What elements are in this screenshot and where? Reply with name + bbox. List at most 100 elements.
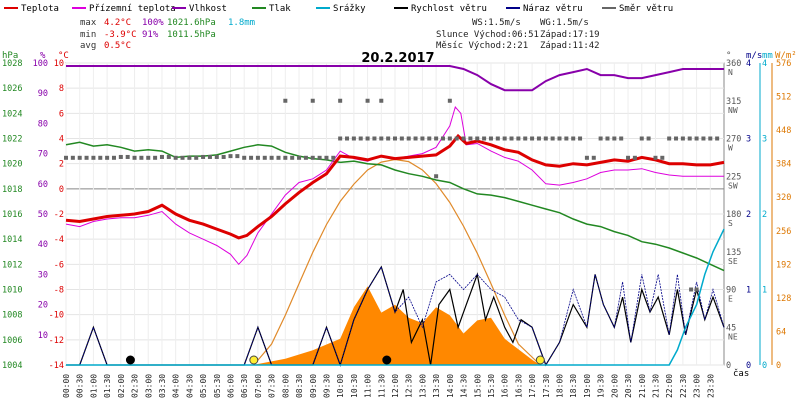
wind-direction-point-b-25 [413,136,418,141]
temp-tick-9: -8 [54,286,64,296]
axes: 1028102610241022102010181016101410121010… [2,59,791,398]
temp-tick-4: 2 [59,160,64,170]
wm2-tick-3: 384 [776,160,791,170]
stats-max-press: 1021.6hPa [167,18,216,28]
wind-direction-point-14 [255,155,260,160]
time-tick-38: 19:00 [583,374,592,398]
mm-tick-3: 1 [762,286,767,296]
wind-direction-point-b-2 [98,155,103,160]
hpa-tick-5: 1018 [2,185,22,195]
wind-direction-point-36 [557,136,562,141]
axis-header-ms: m/s [746,51,762,61]
hpa-tick-8: 1012 [2,260,22,270]
stats-rain: 1.8mm [228,18,255,28]
wind-direction-extra-1 [310,98,315,103]
legend-label-1: Přízemní teplota [89,4,176,14]
time-tick-14: 07:00 [254,374,263,398]
temp-tick-10: -10 [49,311,64,321]
wm2-tick-1: 512 [776,93,791,103]
stats-min-hum: 91% [142,30,159,40]
wind-direction-point-b-39 [605,136,610,141]
hpa-tick-4: 1020 [2,160,22,170]
time-tick-31: 15:30 [487,374,496,398]
wind-direction-point-40 [612,136,617,141]
time-tick-34: 17:00 [528,374,537,398]
stats-max-label: max [80,18,97,28]
legend-label-4: Srážky [333,4,366,14]
temp-tick-7: -4 [54,235,64,245]
wind-direction-point-b-37 [578,136,583,141]
dir-tick-1: 315 [726,97,741,107]
wind-direction-point-b-38 [591,155,596,160]
time-tick-29: 14:30 [460,374,469,398]
temp-tick-3: 4 [59,135,64,145]
pct-tick-9: 10 [38,331,48,341]
axis-header-degc: °C [58,51,69,61]
pct-tick-5: 50 [38,210,48,220]
chart-title: 20.2.2017 [361,51,434,66]
temp-tick-0: 10 [54,59,64,69]
wind-direction-point-4 [118,154,123,159]
dir-tick-sub-4: S [728,219,733,228]
time-tick-46: 23:00 [693,374,702,398]
temp-tick-12: -14 [49,361,64,371]
hpa-tick-7: 1014 [2,235,22,245]
time-tick-45: 22:30 [679,374,688,398]
wind-direction-point-b-15 [276,155,281,160]
wind-direction-point-b-12 [235,154,240,159]
wind-direction-point-43 [653,155,658,160]
time-tick-40: 20:00 [610,374,619,398]
wind-direction-point-42 [639,136,644,141]
wind-direction-point-29 [461,136,466,141]
wind-direction-point-b-8 [180,155,185,160]
time-tick-12: 06:00 [227,374,236,398]
info-sun-rise: Slunce Východ:06:51 [436,30,539,40]
wind-direction-extra-0 [283,98,288,103]
mm-tick-4: 0 [762,361,767,371]
sun-event-marker-1 [535,355,545,365]
wind-direction-point-b-31 [495,136,500,141]
wind-direction-point-b-27 [440,136,445,141]
time-tick-42: 21:00 [638,374,647,398]
wind-direction-point-b-22 [372,136,377,141]
wind-direction-point-b-47 [715,136,720,141]
info-moon-rise: Měsíc Východ:2:21 [436,41,528,51]
dir-tick-5: 135 [726,248,741,258]
ms-tick-1: 3 [746,135,751,145]
sun-event-marker-0 [249,355,259,365]
hpa-tick-12: 1004 [2,361,22,371]
time-tick-43: 21:30 [651,374,660,398]
wind-direction-point-35 [543,136,548,141]
wind-direction-point-b-13 [249,155,254,160]
pct-tick-0: 100 [33,59,48,69]
axis-headers: hPa % °C ° m/s mm W/m² čas [2,51,797,379]
wind-direction-point-13 [242,155,247,160]
wind-direction-extra-7 [689,287,694,292]
wind-direction-point-b-5 [139,155,144,160]
wind-direction-extra-8 [694,287,699,292]
dir-tick-8: 0 [726,361,731,371]
wind-direction-point-3 [105,155,110,160]
wind-direction-point-b-16 [290,155,295,160]
stats-max-temp: 4.2°C [104,18,131,28]
wind-direction-point-22 [365,136,370,141]
wind-direction-point-33 [516,136,521,141]
stats-min-press: 1011.5hPa [167,30,216,40]
time-tick-13: 06:30 [240,374,249,398]
dir-tick-0: 360 [726,59,741,69]
hpa-tick-9: 1010 [2,286,22,296]
wind-direction-point-44 [667,136,672,141]
wind-direction-point-b-46 [701,136,706,141]
stats-avg-temp: 0.5°C [104,41,131,51]
info-moon-set: Západ:11:42 [540,41,600,51]
wind-direction-point-8 [173,155,178,160]
wind-direction-point-1 [77,155,82,160]
time-tick-41: 20:30 [624,374,633,398]
wind-direction-point-b-26 [427,136,432,141]
wind-direction-point-b-11 [221,154,226,159]
temp-tick-5: 0 [59,185,64,195]
moon-event-marker-0 [125,355,135,365]
pct-tick-8: 20 [38,301,48,311]
wm2-tick-8: 64 [776,327,786,337]
time-tick-18: 09:00 [309,374,318,398]
